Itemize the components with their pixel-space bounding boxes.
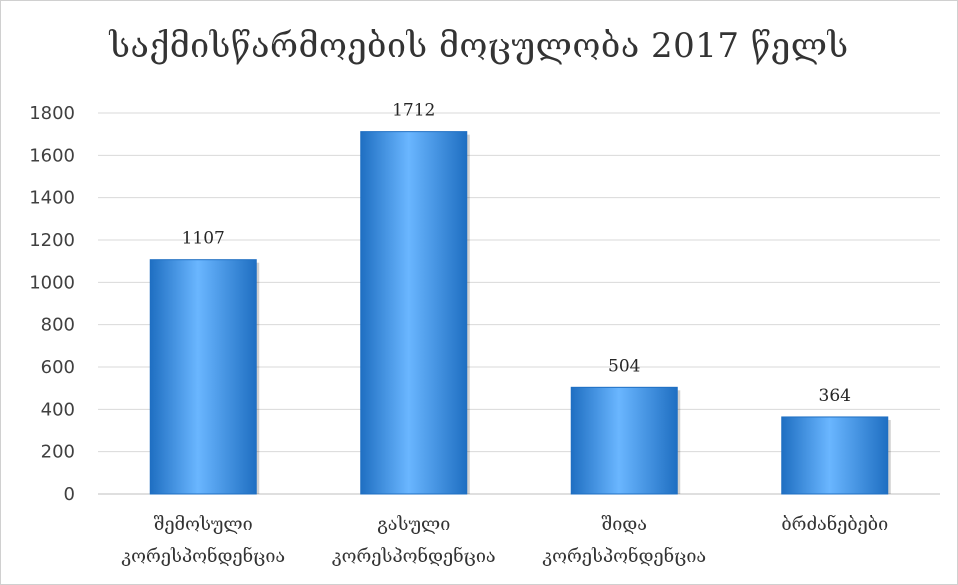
data-label: 1107 <box>182 229 225 249</box>
bars <box>149 131 891 495</box>
y-tick-label: 0 <box>64 484 75 505</box>
y-tick-label: 1400 <box>29 188 75 209</box>
data-labels: 1107 1712 504 364 <box>182 101 851 406</box>
y-tick-label: 800 <box>41 315 75 336</box>
y-axis-tick-labels: 0 200 400 600 800 1000 1200 1400 1600 1800 <box>29 103 75 505</box>
category-label: ბრძანებები <box>781 513 888 535</box>
y-tick-label: 1000 <box>29 272 75 293</box>
y-tick-label: 600 <box>41 357 75 378</box>
category-label: შიდა <box>602 514 648 535</box>
y-tick-label: 1800 <box>29 103 75 124</box>
y-tick-label: 400 <box>41 399 75 420</box>
bar <box>149 259 257 495</box>
category-label: კორესპონდენცია <box>542 545 706 567</box>
data-label: 364 <box>819 386 851 406</box>
y-tick-label: 1200 <box>29 230 75 251</box>
data-label: 504 <box>608 356 640 376</box>
category-label: გასული <box>377 514 450 535</box>
data-label: 1712 <box>392 101 435 121</box>
category-label: შემოსული <box>154 514 253 535</box>
bar <box>570 386 678 495</box>
bar <box>360 131 468 495</box>
category-label: კორესპონდენცია <box>332 545 496 567</box>
bar <box>781 416 889 495</box>
category-label: კორესპონდენცია <box>121 545 285 567</box>
y-tick-label: 200 <box>41 442 75 463</box>
x-axis-category-labels: შემოსული კორესპონდენცია გასული კორესპონდენც… <box>121 513 888 567</box>
chart-title: საქმისწარმოების მოცულობა 2017 წელს <box>109 26 849 66</box>
y-tick-label: 1600 <box>29 145 75 166</box>
